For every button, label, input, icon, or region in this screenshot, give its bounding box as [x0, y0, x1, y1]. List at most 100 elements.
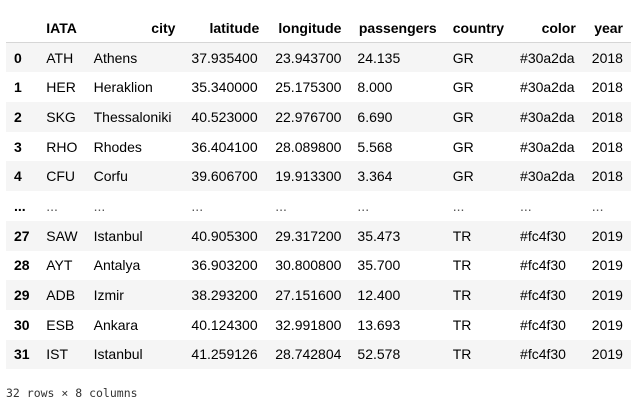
cell-iata: CFU: [46, 168, 76, 185]
cell-year: 2018: [591, 108, 623, 125]
cell-city: Ankara: [93, 316, 138, 333]
cell-latitude: 37.935400: [191, 49, 258, 66]
cell-latitude: 36.404100: [191, 138, 258, 155]
cell-iata: RHO: [46, 138, 78, 155]
table-row: 2 SKG Thessaloniki 40.523000 22.976700 6…: [6, 102, 631, 132]
cell-longitude: 30.800800: [275, 257, 342, 274]
cell-color: #fc4f30: [520, 316, 566, 333]
table-row: 28 AYT Antalya 36.903200 30.800800 35.70…: [6, 251, 631, 281]
cell-city: Heraklion: [93, 79, 153, 96]
row-index: 29: [14, 287, 30, 304]
cell-year: 2018: [591, 168, 623, 185]
cell-iata: ...: [46, 197, 58, 214]
cell-city: Istanbul: [93, 227, 143, 244]
row-index: 3: [14, 138, 22, 155]
table-row: 30 ESB Ankara 40.124300 32.991800 13.693…: [6, 310, 631, 340]
cell-city: ...: [93, 197, 106, 214]
cell-passengers: 24.135: [357, 49, 401, 66]
cell-iata: ADB: [46, 287, 76, 304]
header-index: [6, 13, 39, 44]
cell-color: #30a2da: [520, 49, 575, 66]
dataframe-shape-footer: 32 rows × 8 columns: [6, 386, 138, 400]
table-header: IATA city latitude longitude passengers …: [6, 13, 631, 44]
table-row: 0 ATH Athens 37.935400 23.943700 24.135 …: [6, 42, 631, 73]
cell-year: 2019: [591, 287, 623, 304]
table-body: 0 ATH Athens 37.935400 23.943700 24.135 …: [6, 42, 631, 370]
cell-country: GR: [452, 108, 474, 125]
row-index: 4: [14, 168, 22, 185]
cell-country: ...: [452, 197, 465, 214]
cell-passengers: 3.364: [357, 168, 393, 185]
cell-color: #30a2da: [520, 168, 575, 185]
cell-longitude: 23.943700: [275, 49, 342, 66]
cell-latitude: 39.606700: [191, 168, 258, 185]
cell-latitude: ...: [191, 197, 204, 214]
cell-city: Corfu: [93, 168, 128, 185]
cell-iata: SAW: [46, 227, 78, 244]
cell-passengers: 8.000: [357, 79, 393, 96]
cell-color: #fc4f30: [520, 287, 566, 304]
cell-year: 2019: [591, 346, 623, 363]
cell-country: TR: [452, 227, 472, 244]
cell-country: TR: [452, 257, 472, 274]
header-year: year: [583, 13, 631, 44]
cell-passengers: 35.473: [357, 227, 401, 244]
cell-year: 2019: [591, 227, 623, 244]
ellipsis-row: ... ... ... ... ... ... ... ... ...: [6, 191, 631, 221]
row-index: ...: [14, 197, 26, 214]
cell-year: ...: [591, 197, 604, 214]
cell-longitude: 22.976700: [275, 108, 342, 125]
cell-latitude: 36.903200: [191, 257, 258, 274]
dataframe-table: IATA city latitude longitude passengers …: [6, 13, 631, 370]
cell-latitude: 35.340000: [191, 79, 258, 96]
cell-year: 2018: [591, 49, 623, 66]
table-row: 31 IST Istanbul 41.259126 28.742804 52.5…: [6, 339, 631, 370]
cell-iata: IST: [46, 346, 69, 363]
cell-passengers: 52.578: [357, 346, 401, 363]
table-row: 29 ADB Izmir 38.293200 27.151600 12.400 …: [6, 280, 631, 310]
cell-longitude: 32.991800: [275, 316, 342, 333]
row-index: 31: [14, 346, 30, 363]
row-index: 28: [14, 257, 30, 274]
cell-city: Athens: [93, 49, 138, 66]
cell-iata: ESB: [46, 316, 75, 333]
cell-country: GR: [452, 79, 474, 96]
row-index: 27: [14, 227, 30, 244]
cell-latitude: 40.124300: [191, 316, 258, 333]
cell-passengers: 13.693: [357, 316, 401, 333]
cell-longitude: 28.089800: [275, 138, 342, 155]
cell-passengers: 12.400: [357, 287, 401, 304]
row-index: 1: [14, 79, 22, 96]
header-city: city: [85, 13, 184, 44]
cell-iata: ATH: [46, 49, 74, 66]
header-country: country: [444, 13, 513, 44]
cell-longitude: 19.913300: [275, 168, 342, 185]
cell-color: #30a2da: [520, 138, 575, 155]
cell-passengers: 35.700: [357, 257, 401, 274]
row-index: 2: [14, 108, 22, 125]
cell-year: 2018: [591, 138, 623, 155]
cell-longitude: 28.742804: [275, 346, 342, 363]
cell-city: Istanbul: [93, 346, 143, 363]
cell-color: ...: [520, 197, 532, 214]
cell-iata: AYT: [46, 257, 73, 274]
cell-year: 2018: [591, 79, 623, 96]
cell-latitude: 38.293200: [191, 287, 258, 304]
cell-country: GR: [452, 49, 474, 66]
cell-city: Rhodes: [93, 138, 142, 155]
header-latitude: latitude: [183, 13, 268, 44]
cell-color: #fc4f30: [520, 346, 566, 363]
table-row: 27 SAW Istanbul 40.905300 29.317200 35.4…: [6, 220, 631, 251]
cell-latitude: 40.905300: [191, 227, 258, 244]
row-index: 30: [14, 316, 30, 333]
cell-city: Izmir: [93, 287, 124, 304]
cell-color: #30a2da: [520, 79, 575, 96]
cell-color: #30a2da: [520, 108, 575, 125]
cell-color: #fc4f30: [520, 227, 566, 244]
cell-latitude: 40.523000: [191, 108, 258, 125]
cell-country: TR: [452, 346, 472, 363]
cell-longitude: ...: [275, 197, 287, 214]
cell-latitude: 41.259126: [191, 346, 258, 363]
table-row: 3 RHO Rhodes 36.404100 28.089800 5.568 G…: [6, 132, 631, 162]
cell-passengers: 6.690: [357, 108, 393, 125]
